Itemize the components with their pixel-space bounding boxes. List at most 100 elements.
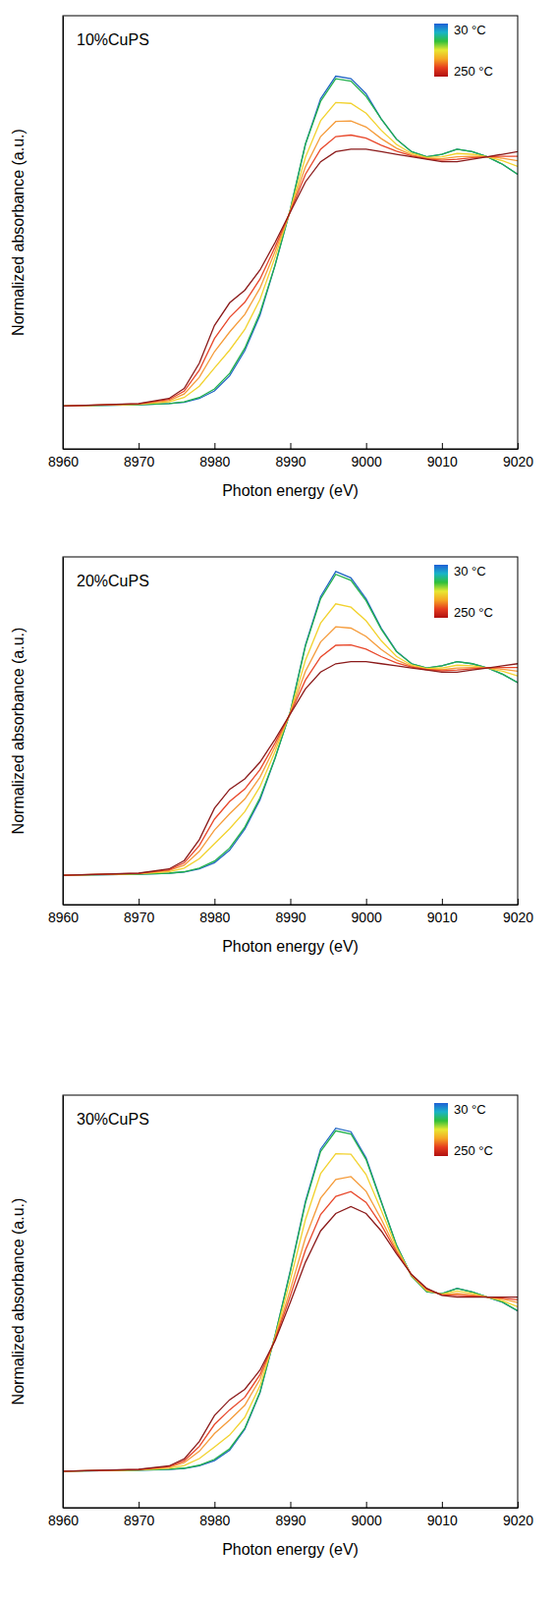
x-tick-label: 8970 <box>123 453 155 470</box>
panel-title: 10%CuPS <box>76 31 150 49</box>
spectrum-line <box>62 1206 518 1471</box>
spectrum-line <box>62 76 518 407</box>
colorbar-label: 30 °C <box>453 563 487 579</box>
x-tick-label: 8960 <box>48 453 79 470</box>
x-tick-label: 9000 <box>351 453 383 470</box>
spectrum-line <box>62 626 518 876</box>
x-tick-label: 8990 <box>275 453 306 470</box>
spectrum-line <box>62 149 518 407</box>
colorbar-label: 30 °C <box>453 22 487 38</box>
x-tick-mark <box>138 898 140 905</box>
x-tick: 9010 <box>427 898 458 926</box>
plot-frame <box>62 15 518 449</box>
spectrum-line <box>62 102 518 406</box>
lines <box>62 571 518 876</box>
panel-title: 20%CuPS <box>76 572 150 590</box>
plot-frame <box>62 1095 518 1508</box>
lines <box>62 1128 518 1472</box>
x-tick-label: 9010 <box>427 909 458 926</box>
y-axis <box>62 1096 64 1509</box>
x-axis: 8960897089808990900090109020 <box>48 898 534 926</box>
y-axis-line <box>62 1096 64 1509</box>
panel: 8960897089808990900090109020Photon energ… <box>9 556 534 955</box>
x-axis-line <box>63 904 519 906</box>
x-tick-mark <box>214 1501 216 1508</box>
spectrum-line <box>62 645 518 877</box>
x-tick: 9010 <box>427 443 458 470</box>
x-tick: 8980 <box>199 443 230 470</box>
x-tick-label: 9000 <box>351 1512 383 1529</box>
y-axis-line <box>62 557 64 906</box>
y-axis-title: Normalized absorbance (a.u.) <box>9 1198 27 1406</box>
x-tick-label: 8960 <box>48 1512 79 1529</box>
x-tick-mark <box>517 898 519 905</box>
x-tick-label: 8980 <box>199 1512 230 1529</box>
x-tick: 8970 <box>123 1501 155 1529</box>
x-tick-mark <box>442 443 444 449</box>
x-tick-mark <box>138 1501 140 1508</box>
x-tick-label: 8980 <box>199 453 230 470</box>
x-tick-mark <box>366 898 368 905</box>
x-tick-mark <box>366 1501 368 1508</box>
x-tick-label: 9020 <box>502 909 534 926</box>
spectrum-line <box>62 1130 518 1471</box>
x-tick: 9010 <box>427 1501 458 1529</box>
x-tick-label: 9020 <box>502 453 534 470</box>
x-tick: 8980 <box>199 898 230 926</box>
x-axis-line <box>63 1507 519 1509</box>
colorbar-label: 250 °C <box>453 63 494 79</box>
spectrum-line <box>62 574 518 876</box>
x-tick-mark <box>290 898 292 905</box>
spectrum-line <box>62 1176 518 1472</box>
spectrum-line <box>62 78 518 406</box>
y-axis-line <box>62 16 64 450</box>
x-tick-label: 8990 <box>275 1512 306 1529</box>
x-tick: 8980 <box>199 1501 230 1529</box>
x-tick-mark <box>290 443 292 449</box>
spectrum-line <box>62 1191 518 1472</box>
x-axis: 8960 8970 8980 8990 9000 9010 9020 <box>48 443 534 470</box>
x-tick-mark <box>517 443 519 449</box>
y-axis <box>62 16 64 450</box>
x-tick-mark <box>366 443 368 449</box>
x-tick-label: 8990 <box>275 909 306 926</box>
x-axis-title: Photon energy (eV) <box>222 1541 359 1558</box>
x-tick: 8990 <box>275 1501 306 1529</box>
x-tick: 9000 <box>351 1501 383 1529</box>
x-tick-label: 9020 <box>502 1512 534 1529</box>
x-tick: 9020 <box>502 443 534 470</box>
y-axis <box>62 557 64 906</box>
spectrum-line <box>62 662 518 877</box>
x-tick-mark <box>290 1501 292 1508</box>
colorbar-label: 250 °C <box>453 1143 494 1159</box>
plot-frame <box>62 556 518 905</box>
lines <box>62 76 518 407</box>
spectrum-line <box>62 1154 518 1472</box>
y-axis-title: Normalized absorbance (a.u.) <box>9 128 27 336</box>
x-tick-mark <box>214 443 216 449</box>
x-tick-label: 9010 <box>427 1512 458 1529</box>
x-axis-title: Photon energy (eV) <box>222 938 359 955</box>
colorbar <box>434 23 448 77</box>
x-axis-title: Photon energy (eV) <box>222 482 359 500</box>
x-tick: 8990 <box>275 898 306 926</box>
panel: 8960 8970 8980 8990 9000 9010 9020 Photon energ… <box>9 1095 534 1558</box>
panel-title: 30%CuPS <box>76 1111 150 1128</box>
x-tick: 9000 <box>351 898 383 926</box>
colorbar-label: 250 °C <box>453 605 494 620</box>
y-axis-title: Normalized absorbance (a.u.) <box>9 627 27 835</box>
spectrum-line <box>62 120 518 406</box>
spectrum-line <box>62 135 518 407</box>
x-tick: 8970 <box>123 443 155 470</box>
colorbar <box>434 564 448 618</box>
panel: 8960 8970 8980 8990 9000 9010 9020 Photon energ… <box>9 15 534 500</box>
x-tick: 9020 <box>502 898 534 926</box>
x-tick-label: 9000 <box>351 909 383 926</box>
x-tick: 9020 <box>502 1501 534 1529</box>
x-tick-label: 8970 <box>123 909 155 926</box>
x-axis-line <box>63 448 519 450</box>
x-tick: 9000 <box>351 443 383 470</box>
x-tick-mark <box>214 898 216 905</box>
spectrum-line <box>62 604 518 876</box>
x-tick: 8990 <box>275 443 306 470</box>
